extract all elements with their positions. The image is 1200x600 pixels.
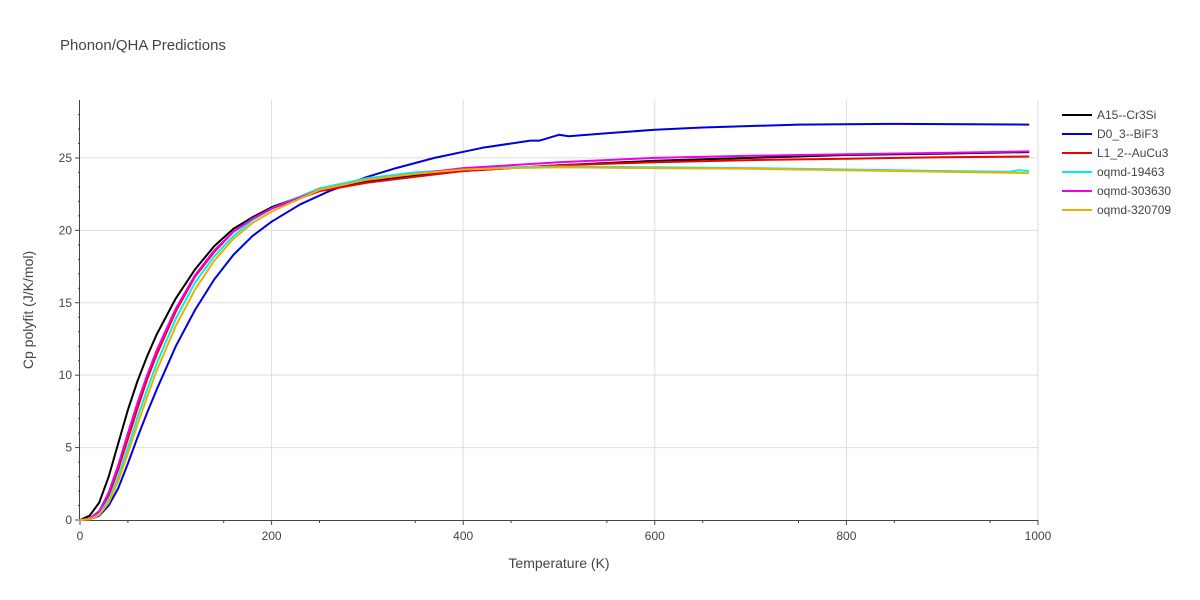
series-line-A15--Cr3Si[interactable] (79, 151, 1030, 521)
legend-item[interactable]: A15--Cr3Si (1062, 108, 1156, 122)
x-axis-title: Temperature (K) (508, 555, 609, 571)
series-line-D0_3--BiF3[interactable] (79, 122, 1030, 521)
x-tick-label: 400 (453, 529, 473, 543)
legend-item[interactable]: oqmd-19463 (1062, 165, 1165, 179)
x-tick-label: 0 (77, 529, 84, 543)
legend-item[interactable]: D0_3--BiF3 (1062, 127, 1159, 141)
legend-label: oqmd-19463 (1097, 165, 1165, 179)
series-line-oqmd-19463[interactable] (79, 165, 1030, 521)
legend-item[interactable]: L1_2--AuCu3 (1062, 146, 1169, 160)
y-tick-label: 10 (59, 368, 73, 382)
series-line-L1_2--AuCu3[interactable] (79, 155, 1030, 521)
series-line-oqmd-303630[interactable] (79, 150, 1030, 521)
legend-label: oqmd-303630 (1097, 184, 1171, 198)
legend-item[interactable]: oqmd-320709 (1062, 203, 1171, 217)
x-tick-label: 600 (645, 529, 665, 543)
y-tick-label: 15 (59, 296, 73, 310)
legend[interactable]: A15--Cr3Si D0_3--BiF3 L1_2--AuCu3 oqmd-1946… (1062, 108, 1171, 217)
y-tick-label: 20 (59, 223, 73, 237)
y-tick-label: 25 (59, 151, 73, 165)
legend-label: D0_3--BiF3 (1097, 127, 1159, 141)
legend-label: A15--Cr3Si (1097, 108, 1156, 122)
chart-title: Phonon/QHA Predictions (60, 37, 226, 54)
series-lines (79, 122, 1030, 521)
legend-item[interactable]: oqmd-303630 (1062, 184, 1171, 198)
legend-label: oqmd-320709 (1097, 203, 1171, 217)
y-tick-label: 0 (65, 513, 72, 527)
y-axis-title: Cp polyfit (J/K/mol) (20, 251, 36, 369)
y-tick-label: 5 (65, 441, 72, 455)
ticks: 0 200 400 600 800 1000 0 5 10 15 20 25 (59, 113, 1052, 543)
x-tick-label: 1000 (1025, 529, 1052, 543)
x-tick-label: 800 (836, 529, 856, 543)
legend-label: L1_2--AuCu3 (1097, 146, 1169, 160)
x-tick-label: 200 (262, 529, 282, 543)
axes (79, 100, 1038, 521)
series-line-oqmd-320709[interactable] (79, 166, 1030, 521)
